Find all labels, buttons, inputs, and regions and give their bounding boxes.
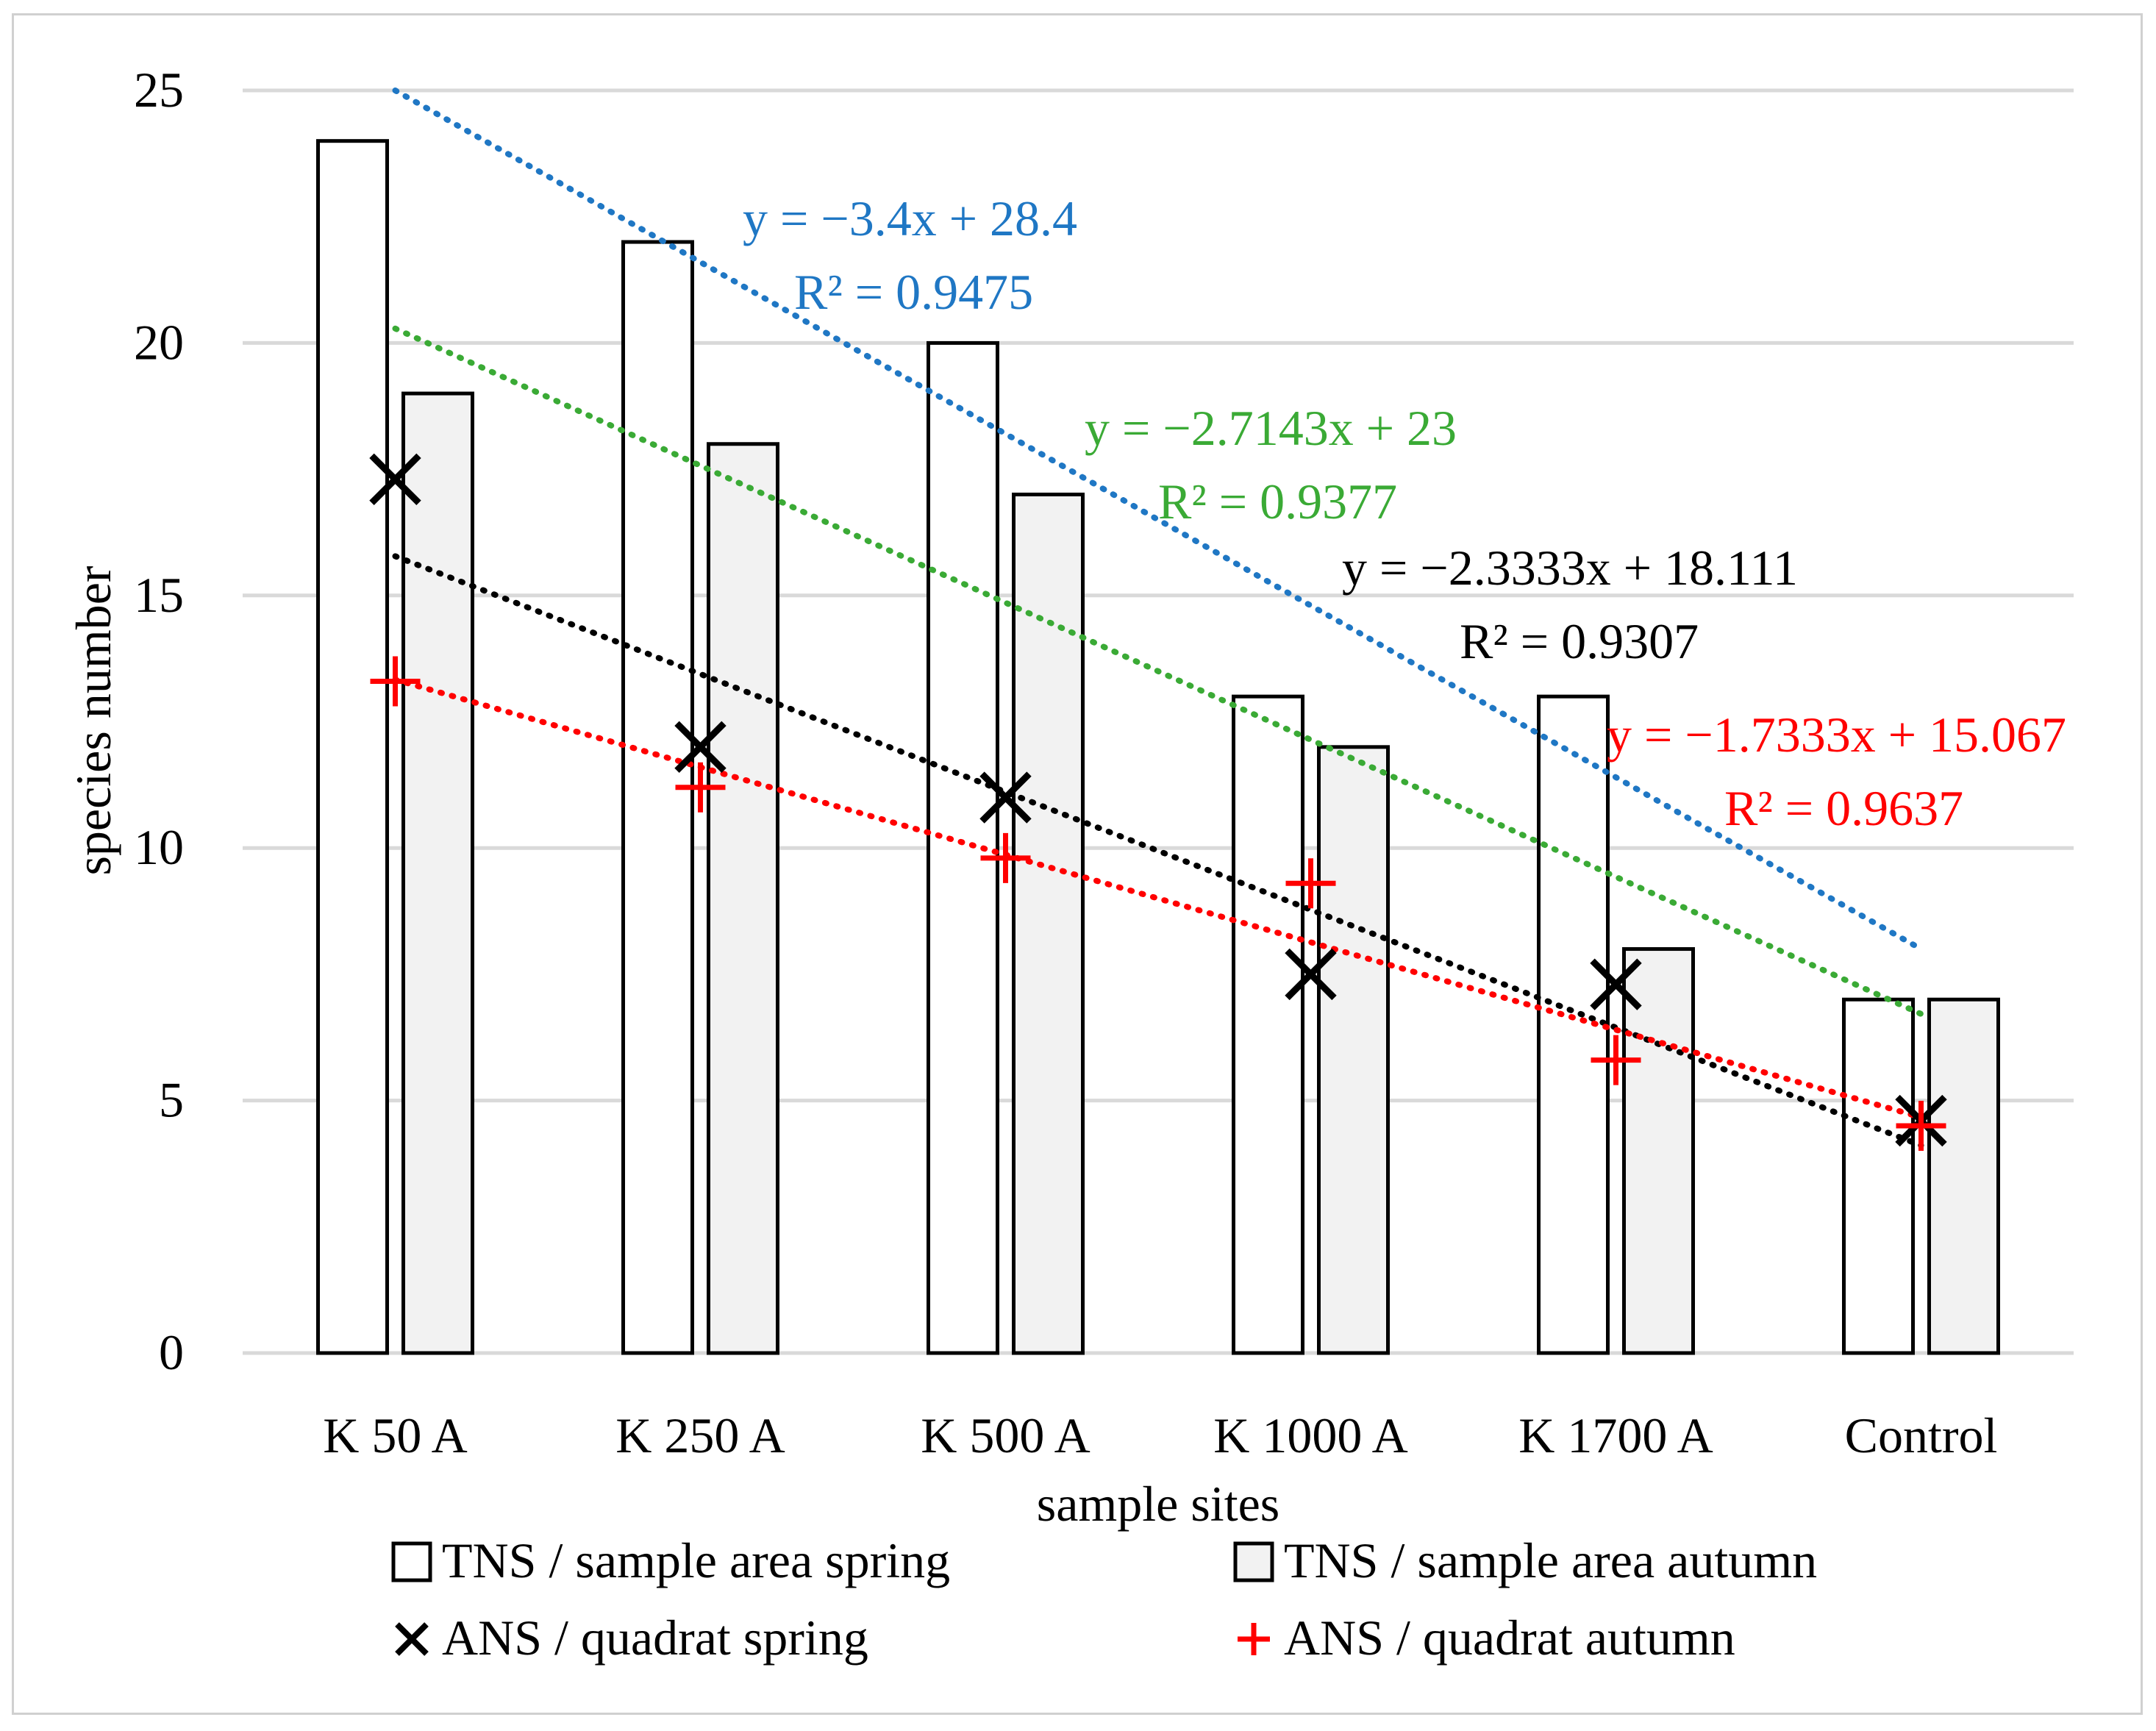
bar-autumn-4 xyxy=(1622,947,1695,1355)
marker-layer xyxy=(369,453,1947,1151)
marker-x-0 xyxy=(369,453,421,506)
legend-label-1: TNS / sample area autumn xyxy=(1284,1532,1817,1588)
trendline-tns-autumn-equation: y = −2.7143x + 23 xyxy=(1085,400,1457,456)
legend-swatch-2 xyxy=(395,1622,429,1656)
legend-item-0: TNS / sample area spring xyxy=(391,1532,950,1588)
y-tick-label-0: 0 xyxy=(159,1324,184,1380)
y-tick-label-15: 15 xyxy=(134,567,184,623)
bar-spring-3 xyxy=(1232,694,1304,1355)
bar-layer xyxy=(316,139,2000,1355)
legend: TNS / sample area spring TNS / sample are… xyxy=(391,1532,1817,1666)
y-axis-title: species number xyxy=(65,565,121,875)
marker-plus-5 xyxy=(1896,1100,1946,1151)
trendline-layer xyxy=(392,88,1924,1149)
marker-x-3 xyxy=(1285,948,1337,1001)
x-tick-label-1: K 250 A xyxy=(615,1407,785,1463)
trendline-tns-autumn xyxy=(392,325,1924,1017)
x-tick-label-5: Control xyxy=(1845,1407,1998,1463)
trendline-tns-spring-r2: R² = 0.9475 xyxy=(794,264,1033,320)
legend-item-3: ANS / quadrat autumn xyxy=(1238,1610,1735,1666)
trendline-tns-autumn-r2: R² = 0.9377 xyxy=(1158,474,1397,529)
y-tick-label-5: 5 xyxy=(159,1072,184,1128)
bar-spring-1 xyxy=(621,240,694,1355)
trendline-tns-spring xyxy=(392,88,1924,952)
marker-x-1 xyxy=(674,721,727,774)
grid-layer xyxy=(243,88,2074,1355)
bar-autumn-1 xyxy=(707,442,779,1355)
marker-plus-3 xyxy=(1285,858,1336,909)
marker-plus-4 xyxy=(1591,1035,1641,1085)
marker-plus-0 xyxy=(370,656,421,707)
bar-autumn-0 xyxy=(401,391,474,1355)
trendline-tns-spring-equation: y = −3.4x + 28.4 xyxy=(743,190,1077,246)
x-tick-label-3: K 1000 A xyxy=(1213,1407,1407,1463)
marker-x-2 xyxy=(979,771,1032,824)
trendline-ans-autumn-equation: y = −1.7333x + 15.067 xyxy=(1607,707,2066,763)
bar-autumn-3 xyxy=(1317,745,1390,1355)
legend-swatch-0 xyxy=(391,1541,432,1582)
y-tick-label-20: 20 xyxy=(134,314,184,370)
trendline-ans-spring xyxy=(392,553,1924,1149)
trendline-ans-spring-r2: R² = 0.9307 xyxy=(1460,613,1699,669)
x-tick-label-4: K 1700 A xyxy=(1518,1407,1713,1463)
y-tick-label-25: 25 xyxy=(134,62,184,118)
legend-swatch-3 xyxy=(1238,1623,1270,1655)
x-tick-label-2: K 500 A xyxy=(921,1407,1090,1463)
legend-label-3: ANS / quadrat autumn xyxy=(1284,1610,1735,1666)
legend-item-1: TNS / sample area autumn xyxy=(1233,1532,1817,1588)
marker-plus-2 xyxy=(980,832,1031,883)
bar-autumn-5 xyxy=(1927,997,2000,1355)
trendline-ans-autumn-r2: R² = 0.9637 xyxy=(1724,780,1963,836)
x-tick-label-0: K 50 A xyxy=(323,1407,467,1463)
marker-plus-1 xyxy=(675,762,726,813)
bar-spring-5 xyxy=(1842,997,1915,1355)
x-axis-title: sample sites xyxy=(1037,1476,1280,1532)
trendline-ans-spring-equation: y = −2.3333x + 18.111 xyxy=(1342,540,1798,596)
bar-spring-0 xyxy=(316,139,389,1355)
legend-swatch-1 xyxy=(1233,1541,1274,1582)
bar-autumn-2 xyxy=(1012,492,1085,1355)
marker-x-4 xyxy=(1590,958,1642,1010)
y-tick-label-10: 10 xyxy=(134,819,184,875)
legend-label-2: ANS / quadrat spring xyxy=(442,1610,868,1666)
legend-item-2: ANS / quadrat spring xyxy=(395,1610,868,1666)
label-layer: 0 5 10 15 20 25 K 50 A K 250 A K 500 A K 1000 A K … xyxy=(65,62,2066,1532)
legend-label-0: TNS / sample area spring xyxy=(442,1532,950,1588)
